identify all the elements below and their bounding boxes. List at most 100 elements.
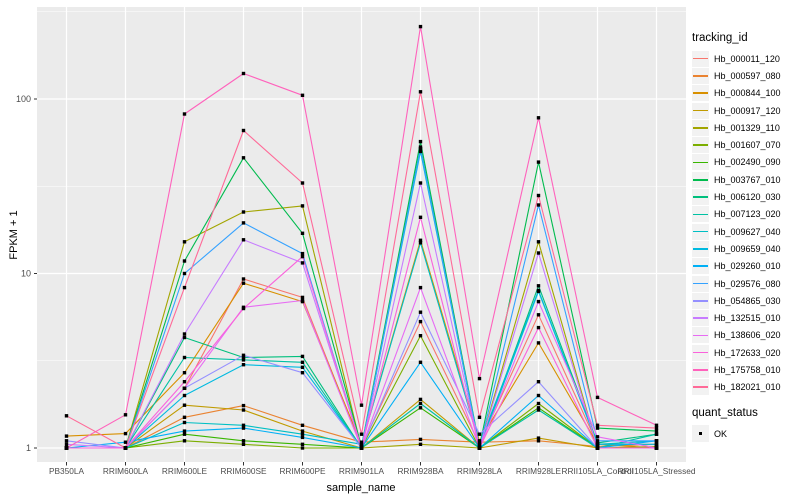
data-point	[595, 442, 600, 446]
data-point	[64, 442, 69, 446]
data-point	[418, 401, 423, 406]
data-point	[300, 365, 305, 369]
data-point	[300, 231, 305, 235]
data-point	[182, 386, 187, 390]
data-point	[182, 259, 187, 263]
legend-key-box	[692, 344, 709, 361]
data-point	[182, 420, 187, 425]
legend-item-Hb_054865_030: Hb_054865_030	[692, 292, 798, 309]
legend-key-line-icon	[693, 230, 708, 233]
legend-panel: tracking_id Hb_000011_120 Hb_000597_080 Hb…	[692, 32, 798, 443]
legend-key-box	[692, 102, 709, 119]
legend-item-label: Hb_002490_090	[714, 157, 781, 168]
data-point	[300, 298, 305, 303]
legend-item-label: Hb_175758_010	[714, 364, 781, 375]
data-point	[241, 221, 246, 225]
legend-key-box	[692, 258, 709, 275]
data-point	[418, 437, 423, 442]
legend-key-line-icon	[693, 282, 708, 285]
data-point	[300, 204, 305, 208]
data-point	[300, 251, 305, 256]
legend-key-box	[692, 171, 709, 188]
legend-key-line-icon	[693, 109, 708, 112]
data-point	[182, 335, 187, 340]
data-point	[182, 403, 187, 407]
data-point	[654, 423, 659, 427]
legend-key-line-icon	[693, 351, 708, 354]
data-point	[123, 440, 128, 444]
legend-key-line-icon	[693, 265, 708, 267]
data-point	[359, 446, 364, 450]
legend-key-line-icon	[693, 92, 708, 95]
data-point	[418, 149, 423, 154]
legend-key-box	[692, 67, 709, 84]
legend-key-box	[692, 379, 709, 396]
legend-item-label: Hb_000597_080	[714, 70, 781, 81]
data-point	[536, 299, 541, 304]
data-point	[418, 215, 423, 219]
legend-key-line-icon	[693, 386, 708, 389]
data-point	[241, 408, 246, 412]
x-tick-label: RRIM600LA	[103, 466, 149, 476]
data-point	[241, 442, 246, 446]
data-point	[300, 371, 305, 375]
data-point	[300, 446, 305, 450]
x-tick-label: PB350LA	[49, 466, 85, 476]
data-point	[595, 446, 600, 450]
data-point	[300, 181, 305, 185]
data-point	[595, 435, 600, 439]
data-point	[359, 442, 364, 446]
legend-item-label: Hb_138606_020	[714, 330, 781, 341]
legend-key-line-icon	[693, 161, 708, 164]
data-point	[300, 432, 305, 436]
x-tick-label: RRIM928LE	[516, 466, 562, 476]
data-point	[536, 284, 541, 288]
data-point	[241, 426, 246, 430]
legend-key-box	[692, 223, 709, 240]
data-point	[241, 403, 246, 408]
data-point	[418, 139, 423, 144]
data-point	[418, 397, 423, 402]
legend-item-Hb_000011_120: Hb_000011_120	[692, 50, 798, 67]
data-point	[300, 261, 305, 265]
legend-key-box	[692, 327, 709, 344]
legend-item-label: Hb_182021_010	[714, 382, 781, 393]
legend-item-Hb_006120_030: Hb_006120_030	[692, 188, 798, 206]
legend-key-line-icon	[693, 300, 708, 302]
data-point	[241, 277, 246, 281]
y-tick-label: 100	[16, 94, 31, 104]
data-point	[418, 90, 423, 94]
data-point	[595, 439, 600, 443]
data-point	[654, 446, 659, 450]
data-point	[300, 254, 305, 259]
data-point	[64, 439, 69, 443]
data-point	[241, 156, 246, 160]
data-point	[241, 238, 246, 242]
data-point	[359, 403, 364, 407]
data-point	[64, 434, 69, 438]
legend-key-line-icon	[693, 57, 708, 60]
legend-item-label: Hb_009659_040	[714, 243, 781, 254]
x-tick-label: RRIM600LE	[162, 466, 208, 476]
data-point	[654, 439, 659, 443]
data-point	[595, 423, 600, 427]
data-point	[536, 408, 541, 412]
data-point	[182, 240, 187, 244]
legend-item-Hb_002490_090: Hb_002490_090	[692, 154, 798, 171]
data-point	[536, 116, 541, 120]
data-point	[300, 442, 305, 446]
data-point	[654, 429, 659, 433]
data-point	[654, 432, 659, 436]
legend-item-Hb_000597_080: Hb_000597_080	[692, 67, 798, 84]
legend-title-quant-status: quant_status	[692, 406, 758, 419]
legend-item-Hb_182021_010: Hb_182021_010	[692, 379, 798, 396]
legend-item-Hb_009659_040: Hb_009659_040	[692, 240, 798, 257]
data-point	[477, 446, 482, 450]
legend-item-label: OK	[714, 428, 728, 439]
data-point	[536, 393, 541, 398]
data-point	[359, 432, 364, 436]
data-point	[241, 439, 246, 443]
data-point	[418, 285, 423, 290]
legend-item-label: Hb_003767_010	[714, 174, 781, 185]
